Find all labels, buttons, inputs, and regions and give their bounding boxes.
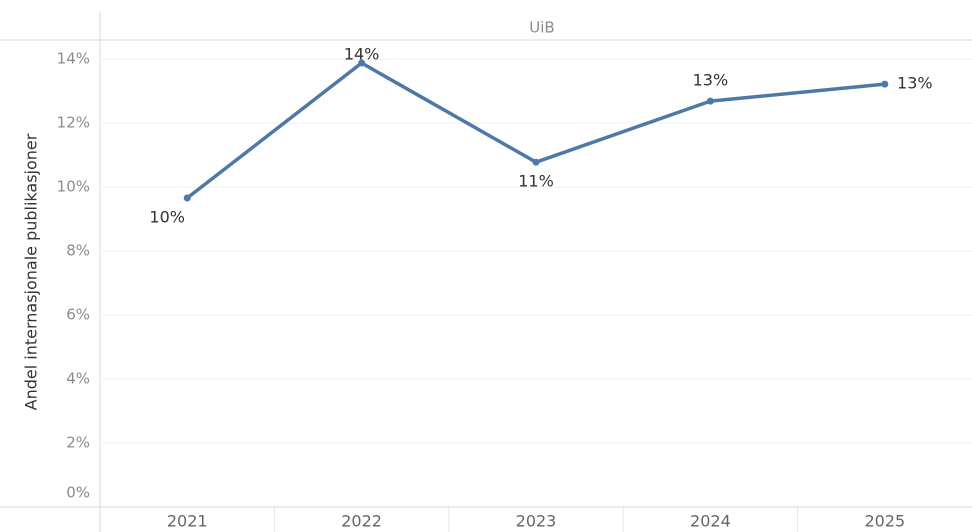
point <box>532 158 540 166</box>
data-label: 14% <box>344 45 380 64</box>
y-tick-label: 6% <box>66 306 90 324</box>
y-tick-label: 0% <box>66 484 90 502</box>
x-tick-label: 2025 <box>864 512 905 531</box>
panel-header: UiB <box>529 19 554 37</box>
data-label: 13% <box>693 71 729 90</box>
y-tick-label: 2% <box>66 434 90 452</box>
x-tick-label: 2023 <box>516 512 557 531</box>
point <box>358 59 366 67</box>
y-tick-label: 14% <box>57 50 90 68</box>
point <box>706 97 714 105</box>
x-tick-label: 2021 <box>167 512 208 531</box>
x-tick-label: 2024 <box>690 512 731 531</box>
data-label: 13% <box>897 74 933 93</box>
y-tick-label: 10% <box>57 178 90 196</box>
data-label: 11% <box>518 172 554 191</box>
point <box>183 194 191 202</box>
data-label: 10% <box>149 208 185 227</box>
y-tick-label: 12% <box>57 114 90 132</box>
y-axis-title: Andel internasjonale publikasjoner <box>22 133 41 410</box>
y-tick-label: 4% <box>66 370 90 388</box>
x-tick-label: 2022 <box>341 512 382 531</box>
point <box>881 80 889 88</box>
y-tick-label: 8% <box>66 242 90 260</box>
